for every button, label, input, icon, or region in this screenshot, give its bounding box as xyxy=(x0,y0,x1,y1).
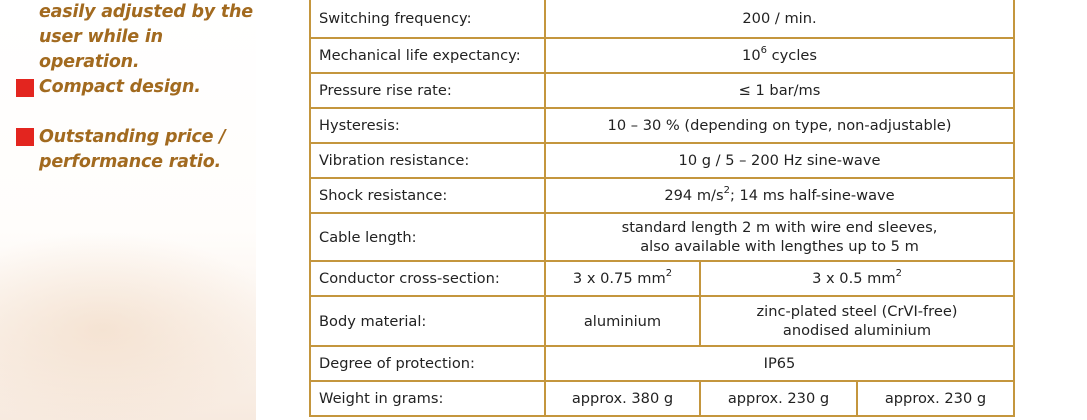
spec-label: Body material: xyxy=(309,295,546,347)
spec-value: 294 m/s2; 14 ms half-sine-wave xyxy=(543,177,1016,214)
spec-value: zinc-plated steel (CrVI-free) anodised al… xyxy=(698,295,1016,347)
value-pre: 3 x 0.5 mm xyxy=(812,270,896,287)
value-line: standard length 2 m with wire end sleeve… xyxy=(621,219,938,236)
spec-value: ≤ 1 bar/ms xyxy=(543,72,1016,109)
value-exponent: 2 xyxy=(665,268,673,280)
value-post: ; 14 ms half-sine-wave xyxy=(729,187,895,204)
value-line: zinc-plated steel (CrVI-free) xyxy=(756,303,958,320)
table-row: Pressure rise rate: ≤ 1 bar/ms xyxy=(309,72,1016,109)
spec-label: Mechanical life expectancy: xyxy=(309,37,546,74)
spec-value: IP65 xyxy=(543,345,1016,382)
spec-label: Vibration resistance: xyxy=(309,142,546,179)
spec-label: Cable length: xyxy=(309,212,546,262)
spec-value: approx. 230 g xyxy=(699,380,858,417)
specifications-table: Switching frequency: 200 / min. Mechanic… xyxy=(309,0,1016,417)
spec-value: 3 x 0.75 mm2 xyxy=(544,260,701,297)
value-pre: 294 m/s xyxy=(664,187,724,204)
spec-value: aluminium xyxy=(544,295,701,347)
feature-price-line1: Outstanding price / xyxy=(39,127,226,147)
table-row: Switching frequency: 200 / min. xyxy=(309,0,1016,39)
value-line: anodised aluminium xyxy=(782,322,932,339)
red-bullet-square xyxy=(16,128,34,146)
spec-label: Shock resistance: xyxy=(309,177,546,214)
table-row: Hysteresis: 10 – 30 % (depending on type… xyxy=(309,107,1016,144)
spec-label: Conductor cross-section: xyxy=(309,260,546,297)
table-row: Cable length: standard length 2 m with w… xyxy=(309,212,1016,262)
table-row: Body material: aluminium zinc-plated ste… xyxy=(309,295,1016,347)
value-exponent: 2 xyxy=(895,268,902,280)
spec-value: 106 cycles xyxy=(543,37,1016,74)
feature-price-line2: performance ratio. xyxy=(39,152,222,172)
table-row: Conductor cross-section: 3 x 0.75 mm2 3 … xyxy=(309,260,1016,297)
spec-value: 3 x 0.5 mm2 xyxy=(698,260,1016,297)
spec-label: Degree of protection: xyxy=(309,345,546,382)
feature-compact-design: Compact design. xyxy=(39,77,201,97)
spec-label: Switching frequency: xyxy=(309,0,546,39)
value-pre: 3 x 0.75 mm xyxy=(572,270,666,287)
red-bullet-square xyxy=(16,79,34,97)
feature-line-adjusted: easily adjusted by the xyxy=(39,2,253,22)
value-line: also available with lengthes up to 5 m xyxy=(640,238,919,255)
left-feature-panel: easily adjusted by the user while in ope… xyxy=(0,0,256,420)
table-row: Weight in grams: approx. 380 g approx. 2… xyxy=(309,380,1016,417)
value-exponent: 2 xyxy=(723,185,730,197)
table-row: Vibration resistance: 10 g / 5 – 200 Hz … xyxy=(309,142,1016,179)
table-row: Shock resistance: 294 m/s2; 14 ms half-s… xyxy=(309,177,1016,214)
spec-value: 10 g / 5 – 200 Hz sine-wave xyxy=(543,142,1016,179)
value-exponent: 6 xyxy=(760,45,767,57)
spec-value: 10 – 30 % (depending on type, non-adjust… xyxy=(543,107,1016,144)
table-row: Mechanical life expectancy: 106 cycles xyxy=(309,37,1016,74)
spec-label: Weight in grams: xyxy=(309,380,546,417)
spec-value: approx. 230 g xyxy=(855,380,1016,417)
spec-label: Hysteresis: xyxy=(309,107,546,144)
feature-line-operation: user while in operation. xyxy=(39,27,163,72)
spec-value: approx. 380 g xyxy=(544,380,701,417)
spec-value: standard length 2 m with wire end sleeve… xyxy=(543,212,1016,262)
spec-label: Pressure rise rate: xyxy=(309,72,546,109)
value-base: 10 xyxy=(742,47,761,64)
spec-value: 200 / min. xyxy=(543,0,1016,39)
table-row: Degree of protection: IP65 xyxy=(309,345,1016,382)
value-unit: cycles xyxy=(767,47,817,64)
